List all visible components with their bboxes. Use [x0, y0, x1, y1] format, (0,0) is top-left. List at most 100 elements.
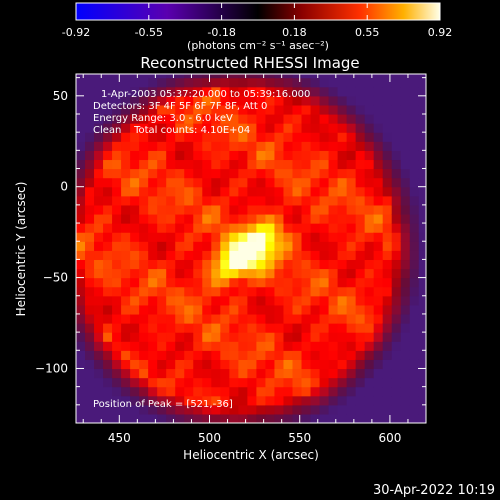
heatmap-cell — [229, 268, 239, 279]
heatmap-cell — [265, 359, 276, 370]
heatmap-cell — [148, 141, 158, 151]
heatmap-cell — [265, 332, 276, 342]
heatmap-cell — [364, 395, 375, 406]
heatmap-cell — [211, 86, 221, 97]
heatmap-cell — [184, 250, 194, 261]
heatmap-cell — [229, 159, 239, 170]
heatmap-cell — [328, 368, 339, 379]
heatmap-cell — [103, 150, 113, 161]
heatmap-cell — [220, 332, 230, 342]
heatmap-cell — [301, 241, 312, 251]
heatmap-cell — [85, 377, 95, 388]
heatmap-cell — [193, 295, 203, 306]
heatmap-cell — [418, 132, 426, 142]
heatmap-cell — [328, 250, 339, 261]
heatmap-cell — [391, 386, 402, 397]
heatmap-cell — [274, 141, 285, 151]
heatmap-cell — [94, 359, 104, 370]
heatmap-cell — [112, 150, 122, 161]
heatmap-cell — [409, 168, 420, 179]
heatmap-cell — [85, 86, 95, 97]
heatmap-cell — [103, 295, 113, 306]
heatmap-cell — [310, 377, 321, 388]
heatmap-cell — [382, 404, 393, 415]
heatmap-cell — [76, 259, 86, 270]
heatmap-cell — [337, 150, 348, 161]
heatmap-cell — [148, 86, 158, 97]
heatmap-cell — [238, 404, 248, 415]
heatmap-cell — [121, 141, 131, 151]
heatmap-cell — [382, 259, 393, 270]
heatmap-cell — [148, 95, 158, 106]
chart-title: Reconstructed RHESSI Image — [140, 54, 359, 72]
heatmap-cell — [139, 313, 149, 324]
heatmap-cell — [301, 413, 312, 423]
heatmap-cell — [328, 413, 339, 423]
heatmap-cell — [229, 86, 239, 97]
heatmap-cell — [283, 350, 294, 360]
heatmap-cell — [283, 386, 294, 397]
heatmap-cell — [247, 123, 258, 133]
heatmap-cell — [319, 232, 330, 242]
heatmap-cell — [346, 141, 357, 151]
heatmap-cell — [337, 113, 348, 124]
heatmap-cell — [121, 177, 131, 188]
heatmap-cell — [121, 186, 131, 197]
heatmap-cell — [211, 186, 221, 197]
heatmap-cell — [373, 268, 384, 279]
heatmap-cell — [103, 313, 113, 324]
heatmap-cell — [418, 304, 426, 315]
heatmap-cell — [391, 259, 402, 270]
heatmap-cell — [283, 168, 294, 179]
heatmap-cell — [346, 223, 357, 233]
heatmap-cell — [94, 313, 104, 324]
heatmap-cell — [346, 395, 357, 406]
heatmap-cell — [373, 168, 384, 179]
heatmap-cell — [409, 86, 420, 97]
heatmap-cell — [382, 104, 393, 115]
heatmap-cell — [274, 259, 285, 270]
heatmap-cell — [292, 74, 303, 79]
heatmap-cell — [283, 359, 294, 370]
heatmap-cell — [274, 313, 285, 324]
heatmap-cell — [157, 195, 167, 206]
heatmap-cell — [355, 204, 366, 215]
heatmap-cell — [157, 232, 167, 242]
heatmap-cell — [148, 295, 158, 306]
heatmap-cell — [274, 186, 285, 197]
heatmap-cell — [301, 86, 312, 97]
heatmap-cell — [283, 323, 294, 333]
heatmap-cell — [139, 386, 149, 397]
heatmap-cell — [310, 77, 321, 88]
heatmap-cell — [148, 386, 158, 397]
heatmap-cell — [283, 159, 294, 170]
heatmap-cell — [337, 177, 348, 188]
heatmap-cell — [274, 241, 285, 251]
heatmap-cell — [130, 268, 140, 279]
heatmap-cell — [319, 113, 330, 124]
heatmap-cell — [85, 213, 95, 224]
heatmap-cell — [148, 168, 158, 179]
heatmap-cell — [166, 359, 176, 370]
heatmap-cell — [391, 95, 402, 106]
heatmap-cell — [220, 213, 230, 224]
heatmap-cell — [85, 404, 95, 415]
heatmap-cell — [319, 386, 330, 397]
heatmap-cell — [400, 377, 411, 388]
heatmap-cell — [355, 359, 366, 370]
heatmap-cell — [229, 259, 239, 270]
heatmap-cell — [274, 332, 285, 342]
heatmap-cell — [112, 74, 122, 79]
heatmap-cell — [157, 250, 167, 261]
heatmap-cell — [310, 159, 321, 170]
heatmap-cell — [148, 77, 158, 88]
heatmap-cell — [202, 359, 212, 370]
heatmap-cell — [94, 132, 104, 142]
heatmap-cell — [391, 177, 402, 188]
heatmap-cell — [112, 404, 122, 415]
heatmap-cell — [220, 204, 230, 215]
heatmap-cell — [184, 86, 194, 97]
heatmap-cell — [247, 413, 258, 423]
heatmap-cell — [409, 150, 420, 161]
heatmap-cell — [337, 404, 348, 415]
